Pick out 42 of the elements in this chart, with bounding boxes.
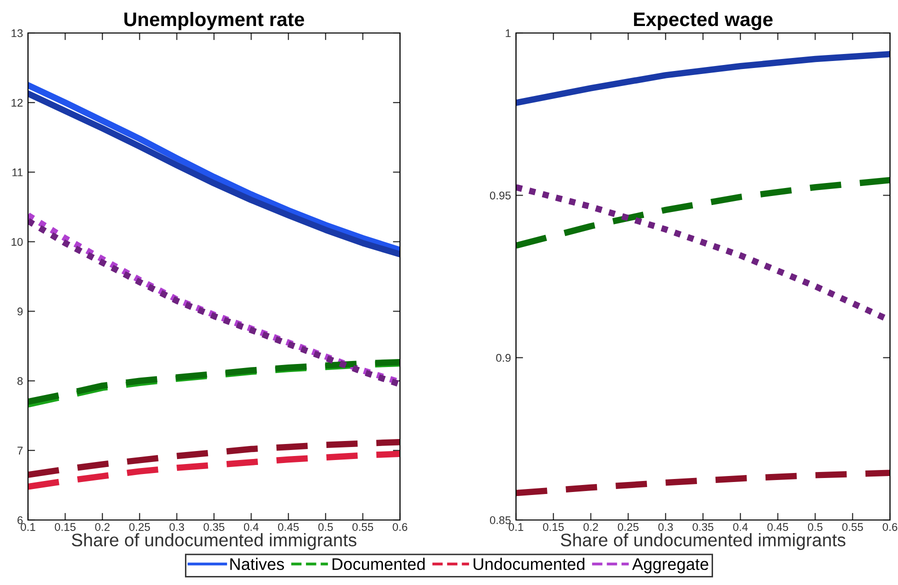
x-tick-label: 0.25: [618, 523, 639, 531]
chart-title: Unemployment rate: [124, 12, 304, 30]
y-tick-label: 9: [17, 308, 23, 316]
x-tick-label: 0.45: [278, 523, 299, 531]
y-tick-label: 1: [506, 29, 511, 38]
x-tick-label: 0.2: [584, 523, 598, 531]
y-tick-label: 0.85: [490, 516, 511, 524]
legend-label: Undocumented: [474, 558, 584, 570]
y-tick-label: 0.9: [496, 354, 511, 362]
x-tick-label: 0.25: [129, 523, 150, 531]
x-tick-label: 0.35: [204, 523, 224, 531]
x-axis-title: Share of undocumented immigrants: [72, 533, 356, 550]
x-tick-label: 0.35: [692, 523, 714, 531]
x-tick-label: 0.1: [508, 523, 524, 531]
x-tick-label: 0.2: [95, 523, 110, 531]
x-tick-label: 0.15: [543, 523, 564, 531]
x-tick-label: 0.1: [20, 523, 36, 531]
y-tick-label: 12: [12, 98, 23, 107]
chart-title: Expected wage: [634, 12, 773, 30]
x-tick-label: 0.55: [352, 523, 374, 531]
x-axis-title: Share of undocumented immigrants: [560, 533, 846, 550]
x-tick-label: 0.45: [767, 523, 788, 531]
y-tick-label: 8: [17, 377, 23, 385]
y-tick-label: 13: [12, 29, 23, 38]
legend-label: Natives: [230, 558, 284, 570]
x-tick-label: 0.4: [244, 523, 259, 531]
x-tick-label: 0.3: [170, 523, 184, 531]
y-tick-label: 10: [12, 238, 23, 246]
x-tick-label: 0.55: [842, 523, 863, 531]
y-tick-label: 7: [18, 446, 23, 454]
x-tick-label: 0.15: [54, 523, 76, 531]
y-tick-label: 0.95: [490, 192, 511, 200]
x-tick-label: 0.3: [658, 523, 673, 531]
legend-label: Aggregate: [632, 558, 708, 574]
x-tick-label: 0.5: [808, 523, 822, 531]
x-tick-label: 0.6: [882, 523, 898, 531]
legend-label: Documented: [332, 558, 425, 570]
x-tick-label: 0.5: [318, 523, 333, 531]
y-tick-label: 6: [18, 516, 23, 524]
x-tick-label: 0.4: [733, 523, 748, 531]
x-tick-label: 0.6: [392, 523, 408, 531]
y-tick-label: 11: [12, 168, 23, 176]
